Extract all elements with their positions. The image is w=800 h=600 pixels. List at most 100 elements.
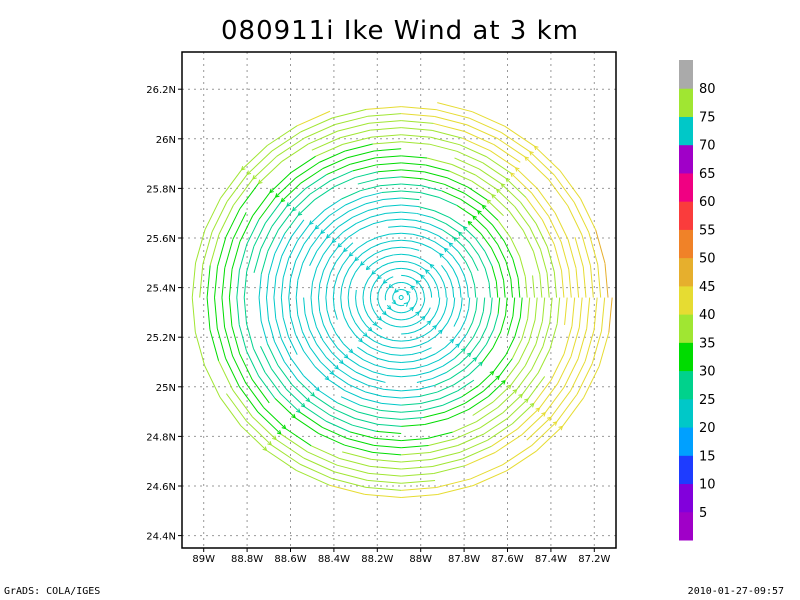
streamline-segment xyxy=(430,325,437,332)
streamline-arrow xyxy=(332,240,337,243)
streamline-segment xyxy=(260,320,268,344)
streamline-segment xyxy=(465,308,470,320)
streamline-arrow xyxy=(389,305,392,310)
streamline-segment xyxy=(267,343,279,366)
streamline-segment xyxy=(430,136,460,146)
streamline-arrow xyxy=(298,213,303,216)
streamline-segment xyxy=(385,269,391,273)
streamline-segment xyxy=(329,336,339,349)
streamline-segment xyxy=(414,289,417,293)
streamline-arrow xyxy=(358,340,363,343)
streamline-segment xyxy=(393,339,402,342)
streamline-arrow xyxy=(354,256,357,261)
streamline-segment xyxy=(539,249,548,274)
streamline-segment xyxy=(446,177,469,188)
streamline-segment xyxy=(424,311,429,317)
streamline-segment xyxy=(446,297,448,306)
streamline-segment xyxy=(194,331,206,366)
streamline-segment xyxy=(339,129,371,139)
streamline-segment xyxy=(406,268,412,271)
streamline-segment xyxy=(245,382,264,408)
streamline-segment xyxy=(415,219,430,225)
streamline-segment xyxy=(486,228,499,245)
streamline-segment xyxy=(442,396,462,406)
streamline-arrow xyxy=(343,250,348,253)
streamline-arrow xyxy=(292,206,295,211)
streamline-segment xyxy=(431,129,463,139)
streamline-arrow xyxy=(534,145,539,148)
plot-frame xyxy=(181,51,617,549)
streamline-segment xyxy=(403,289,406,292)
streamline-segment xyxy=(424,278,428,284)
streamline-segment xyxy=(409,338,417,342)
streamline-segment xyxy=(231,241,241,270)
streamline-segment xyxy=(401,113,435,117)
streamline-segment xyxy=(429,143,458,152)
streamline-segment xyxy=(350,314,356,324)
streamline-segment xyxy=(483,417,508,435)
streamline-segment xyxy=(504,361,520,381)
streamline-segment xyxy=(307,130,338,145)
streamline-segment xyxy=(365,198,384,205)
streamline-segment xyxy=(460,439,488,453)
streamline-segment xyxy=(444,247,454,257)
streamline-segment xyxy=(424,171,448,179)
streamline-segment xyxy=(260,226,273,250)
streamline-segment xyxy=(500,314,507,333)
streamline-segment xyxy=(521,318,529,340)
streamline-segment xyxy=(294,417,319,434)
streamline-segment xyxy=(401,368,415,371)
streamline-segment xyxy=(434,116,468,126)
streamline-segment xyxy=(546,246,555,272)
streamline-segment xyxy=(367,113,402,117)
streamline-arrow xyxy=(520,394,523,399)
streamline-segment xyxy=(337,265,343,276)
x-tick-label: 89W xyxy=(192,554,215,565)
streamline-segment xyxy=(299,463,333,479)
y-tick-label: 25.4N xyxy=(146,284,176,295)
streamline-segment xyxy=(466,124,498,139)
streamline-segment xyxy=(438,352,451,361)
streamline-segment xyxy=(295,280,299,298)
streamline-arrow xyxy=(371,270,374,275)
streamline-segment xyxy=(548,179,569,207)
streamline-segment xyxy=(424,353,436,360)
streamline-segment xyxy=(466,286,469,298)
streamline-arrow xyxy=(458,232,461,237)
streamline-segment xyxy=(593,297,598,330)
streamline-segment xyxy=(343,242,354,252)
colorbar-label: 65 xyxy=(699,167,716,182)
streamline-arrow xyxy=(463,226,468,229)
streamline-arrow xyxy=(377,274,380,279)
streamline-segment xyxy=(246,150,273,175)
streamline-segment xyxy=(381,190,402,194)
streamline-segment xyxy=(260,346,272,370)
streamline-segment xyxy=(405,290,407,292)
streamline-segment xyxy=(497,389,517,408)
streamline-segment xyxy=(302,247,311,264)
streamline-segment xyxy=(491,194,510,212)
streamline-arrow xyxy=(320,229,323,234)
streamline-segment xyxy=(401,141,430,145)
colorbar-label: 15 xyxy=(699,449,716,464)
streamline-segment xyxy=(401,155,428,159)
streamline-segment xyxy=(363,359,376,366)
streamline-segment xyxy=(401,480,436,484)
streamline-segment xyxy=(448,242,459,253)
streamline-segment xyxy=(533,251,541,275)
colorbar-label: 75 xyxy=(699,110,716,125)
streamline-segment xyxy=(525,197,543,221)
streamline-segment xyxy=(499,358,513,377)
streamline-arrow xyxy=(315,227,320,230)
streamline-segment xyxy=(407,292,409,294)
streamline-arrow xyxy=(534,146,537,151)
y-tick-label: 26N xyxy=(156,135,176,146)
streamline-arrow xyxy=(269,440,272,446)
streamline-segment xyxy=(418,308,422,313)
streamline-segment xyxy=(348,326,356,335)
streamline-arrow xyxy=(440,330,443,335)
streamline-segment xyxy=(377,301,380,306)
streamline-arrow xyxy=(246,170,249,175)
streamline-segment xyxy=(385,289,388,293)
streamline-segment xyxy=(348,247,359,257)
